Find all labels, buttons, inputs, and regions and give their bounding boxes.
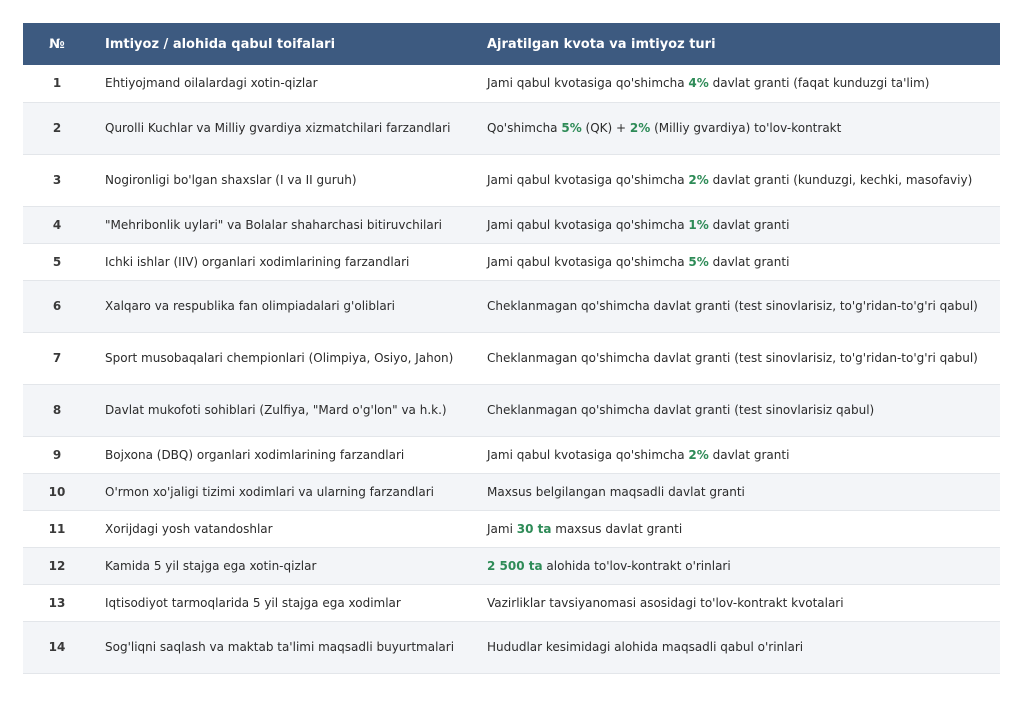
table-row: 12 Kamida 5 yil stajga ega xotin-qizlar … (23, 547, 1000, 584)
quota-highlight: 2 500 ta (487, 558, 543, 573)
quota-text: Jami (487, 521, 517, 536)
row-category: O'rmon xo'jaligi tizimi xodimlari va ula… (105, 484, 435, 499)
row-quota: Jami qabul kvotasiga qo'shimcha 1% davla… (473, 206, 1000, 243)
quota-text: Jami qabul kvotasiga qo'shimcha (487, 76, 689, 91)
quota-text: (Milliy gvardiya) to'lov-kontrakt (650, 121, 842, 135)
quota-highlight: 2% (629, 121, 651, 135)
table-row: 11 Xorijdagi yosh vatandoshlar Jami 30 t… (23, 510, 1000, 547)
row-category: Qurolli Kuchlar va Milliy gvardiya xizma… (105, 121, 451, 135)
quota-table: № Imtiyoz / alohida qabul toifalari Ajra… (23, 23, 1000, 674)
quota-highlight: 1% (688, 217, 709, 232)
quota-highlight: 2% (688, 447, 709, 462)
row-number: 14 (48, 640, 66, 654)
row-number: 10 (48, 484, 66, 499)
row-quota: Jami qabul kvotasiga qo'shimcha 5% davla… (473, 243, 1000, 280)
row-number: 2 (52, 121, 62, 135)
quota-text: davlat granti (708, 254, 790, 269)
row-number: 7 (52, 351, 62, 365)
quota-highlight: 5% (561, 121, 582, 135)
table-row: 10 O'rmon xo'jaligi tizimi xodimlari va … (23, 473, 1000, 510)
row-category: "Mehribonlik uylari" va Bolalar shaharch… (105, 217, 443, 232)
row-quota: Jami qabul kvotasiga qo'shimcha 2% davla… (473, 436, 1000, 473)
quota-text: davlat granti (faqat kunduzgi ta'lim) (708, 76, 930, 91)
row-category: Ichki ishlar (IIV) organlari xodimlarini… (105, 254, 410, 269)
row-category: Xorijdagi yosh vatandoshlar (105, 521, 273, 536)
quota-highlight: 5% (688, 254, 709, 269)
header-quota: Ajratilgan kvota va imtiyoz turi (487, 36, 716, 52)
table-header: № Imtiyoz / alohida qabul toifalari Ajra… (23, 23, 1000, 65)
row-quota: Cheklanmagan qo'shimcha davlat granti (t… (487, 299, 978, 313)
table-row: 4 "Mehribonlik uylari" va Bolalar shahar… (23, 206, 1000, 243)
table-row: 13 Iqtisodiyot tarmoqlarida 5 yil stajga… (23, 584, 1000, 621)
table-row: 2 Qurolli Kuchlar va Milliy gvardiya xiz… (23, 102, 1000, 154)
row-number: 9 (52, 447, 62, 462)
row-quota: Jami qabul kvotasiga qo'shimcha 4% davla… (473, 65, 1000, 102)
row-number: 11 (48, 521, 66, 536)
row-category: Nogironligi bo'lgan shaxslar (I va II gu… (105, 173, 357, 187)
row-category: Xalqaro va respublika fan olimpiadalari … (105, 299, 395, 313)
header-row: № Imtiyoz / alohida qabul toifalari Ajra… (23, 23, 1000, 65)
row-quota: Cheklanmagan qo'shimcha davlat granti (t… (487, 351, 978, 365)
quota-text: alohida to'lov-kontrakt o'rinlari (542, 558, 731, 573)
row-category: Sog'liqni saqlash va maktab ta'limi maqs… (105, 640, 455, 654)
row-number: 3 (52, 173, 62, 187)
quota-highlight: 30 ta (516, 521, 552, 536)
row-quota: Maxsus belgilangan maqsadli davlat grant… (487, 484, 745, 499)
row-quota: Cheklanmagan qo'shimcha davlat granti (t… (487, 403, 875, 417)
table-row: 9 Bojxona (DBQ) organlari xodimlarining … (23, 436, 1000, 473)
quota-highlight: 4% (688, 76, 709, 91)
table-body: 1 Ehtiyojmand oilalardagi xotin-qizlar J… (23, 65, 1000, 673)
row-quota: Jami qabul kvotasiga qo'shimcha 2% davla… (473, 154, 1000, 206)
row-number: 1 (52, 76, 62, 91)
quota-text: davlat granti (kunduzgi, kechki, masofav… (708, 173, 973, 187)
row-quota: Hududlar kesimidagi alohida maqsadli qab… (487, 640, 804, 654)
row-category: Kamida 5 yil stajga ega xotin-qizlar (105, 558, 317, 573)
row-number: 4 (52, 217, 62, 232)
row-quota: 2 500 ta alohida to'lov-kontrakt o'rinla… (473, 547, 1000, 584)
quota-text: davlat granti (708, 447, 790, 462)
row-category: Iqtisodiyot tarmoqlarida 5 yil stajga eg… (105, 595, 401, 610)
table-row: 1 Ehtiyojmand oilalardagi xotin-qizlar J… (23, 65, 1000, 102)
table-row: 8 Davlat mukofoti sohiblari (Zulfiya, "M… (23, 384, 1000, 436)
row-number: 8 (52, 403, 62, 417)
row-category: Bojxona (DBQ) organlari xodimlarining fa… (105, 447, 405, 462)
quota-text: (QK) + (581, 121, 630, 135)
row-number: 12 (48, 558, 66, 573)
row-quota: Vazirliklar tavsiyanomasi asosidagi to'l… (487, 595, 844, 610)
quota-text: maxsus davlat granti (551, 521, 683, 536)
quota-highlight: 2% (688, 173, 709, 187)
row-number: 6 (52, 299, 62, 313)
row-number: 5 (52, 254, 62, 269)
quota-text: davlat granti (708, 217, 790, 232)
table-row: 5 Ichki ishlar (IIV) organlari xodimlari… (23, 243, 1000, 280)
row-category: Sport musobaqalari chempionlari (Olimpiy… (105, 351, 454, 365)
row-category: Ehtiyojmand oilalardagi xotin-qizlar (105, 76, 318, 91)
table-row: 7 Sport musobaqalari chempionlari (Olimp… (23, 332, 1000, 384)
row-quota: Jami 30 ta maxsus davlat granti (473, 510, 1000, 547)
table-row: 3 Nogironligi bo'lgan shaxslar (I va II … (23, 154, 1000, 206)
quota-text: Qo'shimcha (487, 121, 562, 135)
header-number: № (49, 36, 65, 52)
quota-text: Jami qabul kvotasiga qo'shimcha (487, 254, 689, 269)
header-category: Imtiyoz / alohida qabul toifalari (105, 36, 336, 52)
quota-text: Jami qabul kvotasiga qo'shimcha (487, 173, 689, 187)
quota-table-container: № Imtiyoz / alohida qabul toifalari Ajra… (23, 23, 1000, 674)
table-row: 6 Xalqaro va respublika fan olimpiadalar… (23, 280, 1000, 332)
row-number: 13 (48, 595, 66, 610)
row-category: Davlat mukofoti sohiblari (Zulfiya, "Mar… (105, 403, 447, 417)
table-row: 14 Sog'liqni saqlash va maktab ta'limi m… (23, 621, 1000, 673)
quota-text: Jami qabul kvotasiga qo'shimcha (487, 217, 689, 232)
quota-text: Jami qabul kvotasiga qo'shimcha (487, 447, 689, 462)
row-quota: Qo'shimcha 5% (QK) + 2% (Milliy gvardiya… (473, 102, 1000, 154)
